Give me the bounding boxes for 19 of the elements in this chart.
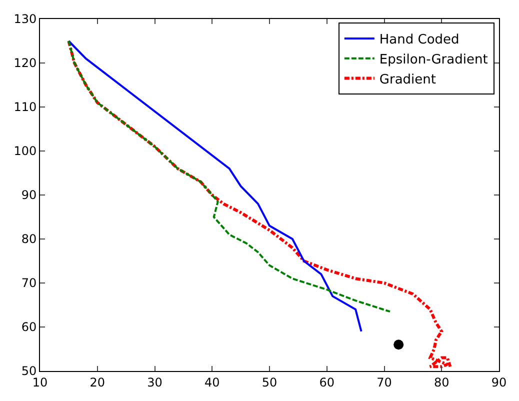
y-tick-label: 100	[14, 144, 37, 158]
legend-label: Gradient	[379, 72, 436, 88]
y-tick-label: 80	[21, 232, 37, 246]
legend-label: Hand Coded	[379, 32, 460, 48]
y-tick-label: 110	[14, 100, 37, 114]
x-tick-label: 30	[147, 375, 162, 390]
x-tick-label: 50	[262, 375, 278, 390]
x-tick-label: 80	[434, 375, 450, 390]
y-tick-label: 90	[21, 188, 37, 202]
x-tick-label: 90	[491, 375, 507, 390]
legend-label: Epsilon-Gradient	[379, 52, 488, 68]
y-tick-label: 60	[21, 320, 37, 334]
x-tick-label: 20	[90, 375, 106, 390]
x-tick-label: 70	[376, 375, 392, 390]
y-tick-label: 70	[21, 276, 37, 290]
y-tick-label: 130	[14, 12, 37, 26]
x-tick-label: 40	[204, 375, 220, 390]
y-tick-label: 120	[14, 56, 37, 70]
x-tick-label: 60	[319, 375, 335, 390]
